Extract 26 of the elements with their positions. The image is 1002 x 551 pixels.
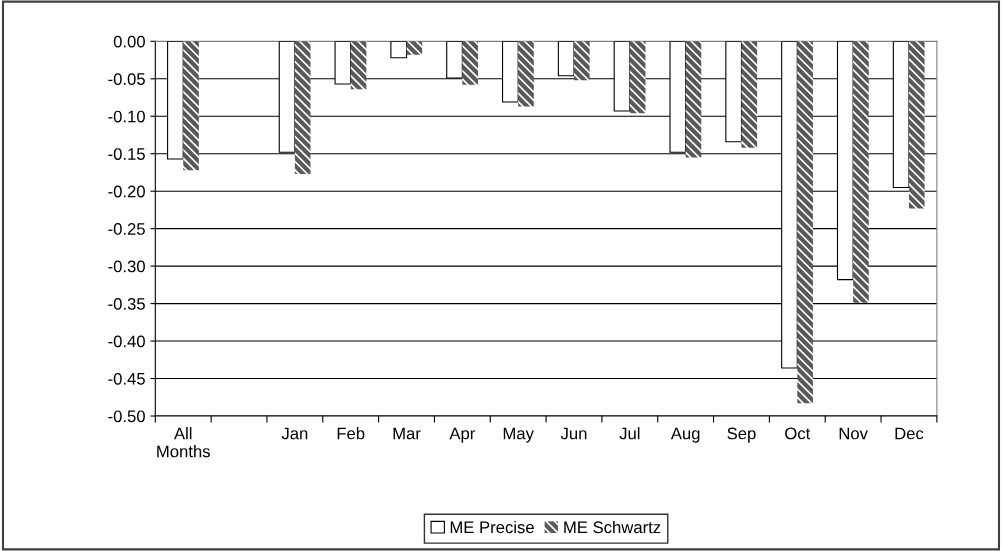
- y-tick-label: -0.50: [108, 410, 145, 423]
- x-tick-label: All Months: [157, 427, 210, 458]
- y-tick-label: -0.25: [108, 223, 145, 235]
- x-tick-label: Mar: [393, 427, 421, 440]
- y-tick-label: -0.35: [108, 298, 145, 310]
- x-tick-label: Aug: [670, 427, 700, 443]
- y-tick-label: -0.20: [108, 185, 145, 198]
- x-tick-label: Dec: [895, 427, 924, 440]
- x-tick-label: Jul: [619, 427, 640, 440]
- y-tick-label: 0.00: [113, 35, 145, 48]
- y-tick-label: -0.30: [108, 260, 145, 273]
- x-tick-label: May: [503, 427, 534, 443]
- x-tick-label: Oct: [785, 427, 811, 440]
- y-tick-label: -0.15: [108, 148, 145, 160]
- y-tick-label: -0.10: [108, 110, 145, 123]
- y-tick-label: -0.40: [108, 335, 145, 348]
- y-tick-label: -0.05: [108, 73, 145, 85]
- x-tick-label: Apr: [449, 427, 476, 443]
- x-tick-label: Nov: [839, 427, 868, 440]
- x-tick-label: Jun: [560, 427, 587, 440]
- x-tick-label: Jan: [281, 427, 308, 440]
- x-tick-label: Sep: [727, 427, 756, 443]
- y-tick-label: -0.45: [108, 372, 145, 385]
- x-tick-label: Feb: [337, 427, 365, 440]
- legend-label: ME Precise: [450, 520, 534, 534]
- legend-label: ME Schwartz: [564, 520, 661, 534]
